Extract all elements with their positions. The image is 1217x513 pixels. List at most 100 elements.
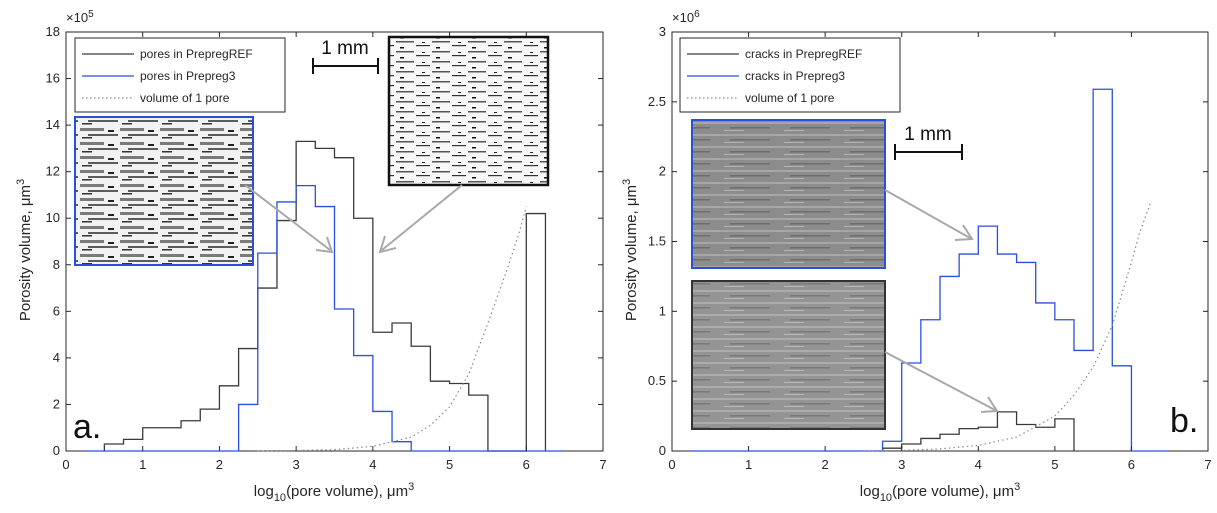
panel-b-x-axis-label: log10(pore volume), μm3 bbox=[860, 481, 1020, 504]
panel-a-arrow-1 bbox=[244, 184, 331, 251]
panel-b-series-ref-bin bbox=[1055, 419, 1074, 451]
panel-b-arrowhead-1 bbox=[954, 224, 974, 241]
panel-a-series-ref-bin bbox=[354, 218, 373, 451]
panel-b-micrograph-blue bbox=[691, 119, 886, 269]
panel-b-arrows bbox=[884, 189, 999, 413]
panel-a-y-tick-label: 10 bbox=[46, 210, 60, 225]
panel-a-legend: pores in PrepregREF pores in Prepreg3 vo… bbox=[74, 37, 286, 113]
panel-a-series-ref-bin bbox=[277, 221, 296, 451]
panel-a-x-tick-label: 3 bbox=[293, 457, 300, 472]
panel-b-ticks: 0 1 2 3 4 5 6 7 0 0.5 1 1.5 2 2.5 3 bbox=[648, 24, 1212, 472]
panel-a-series-ref-bin bbox=[200, 409, 219, 451]
panel-a-series-ref-bin bbox=[335, 158, 354, 451]
panel-b-x-tick-label: 2 bbox=[822, 457, 829, 472]
panel-a-tag: a. bbox=[73, 408, 101, 446]
panel-b-y-tick-label: 1 bbox=[659, 303, 666, 318]
panel-b-y-tick-label: 2.5 bbox=[648, 94, 666, 109]
panel-b-series-p3-bin bbox=[978, 226, 997, 451]
panel-b-x-tick-label: 0 bbox=[668, 457, 675, 472]
panel-b-y-tick-label: 2 bbox=[659, 164, 666, 179]
panel-a-series-p3-bin bbox=[392, 442, 411, 451]
panel-a-arrows bbox=[244, 184, 463, 254]
panel-b-arrow-1 bbox=[884, 189, 971, 239]
panel-b-series-p3-bin bbox=[940, 276, 959, 451]
panel-a-series-p3-bin bbox=[335, 309, 354, 451]
panel-b-legend-label-p3: cracks in Prepreg3 bbox=[745, 69, 845, 83]
panel-b-x-tick-label: 1 bbox=[745, 457, 752, 472]
panel-b-y-tick-label: 3 bbox=[659, 24, 666, 39]
panel-a-y-axis-label: Porosity volume, μm3 bbox=[15, 179, 34, 321]
panel-b-series-p3-bin bbox=[1074, 350, 1093, 451]
panel-a-series-ref-line bbox=[103, 140, 547, 452]
panel-b-x-tick-label: 5 bbox=[1051, 457, 1058, 472]
panel-a-y-multiplier: ×105 bbox=[66, 9, 94, 25]
panel-b-series-ref-bin bbox=[921, 438, 940, 451]
panel-a-y-tick-label: 16 bbox=[46, 71, 60, 86]
panel-b-series-ref-bin bbox=[978, 427, 997, 451]
panel-a-y-tick-label: 2 bbox=[53, 396, 60, 411]
panel-b-series-ref-bin bbox=[1036, 427, 1055, 451]
panel-a-series-ref-bin bbox=[392, 323, 411, 451]
panel-a-legend-box bbox=[74, 37, 286, 113]
panel-a-x-tick-label: 0 bbox=[62, 457, 69, 472]
panel-a-y-tick-label: 18 bbox=[46, 24, 60, 39]
panel-a-y-tick-label: 14 bbox=[46, 117, 60, 132]
panel-a-y-tick-label: 12 bbox=[46, 164, 60, 179]
panel-a-series-ref-bin bbox=[469, 395, 488, 451]
panel-a-series-p3-bin bbox=[239, 404, 258, 451]
panel-b-tag: b. bbox=[1170, 402, 1198, 440]
panel-a-legend-label-p3: pores in Prepreg3 bbox=[140, 69, 236, 83]
panel-b-series-p3-bin bbox=[1093, 89, 1112, 451]
panel-b-series-ref-bin bbox=[997, 412, 1016, 451]
panel-a-micrograph-black bbox=[387, 35, 550, 187]
panel-b-x-tick-label: 7 bbox=[1204, 457, 1211, 472]
panel-a-series-p3-bin bbox=[354, 356, 373, 451]
panel-b-x-tick-label: 4 bbox=[975, 457, 982, 472]
panel-a-series-ref-bin bbox=[258, 288, 277, 451]
panel-a-x-tick-label: 6 bbox=[523, 457, 530, 472]
panel-a-axes-box bbox=[65, 31, 604, 452]
panel-a-series-ref-bin bbox=[239, 349, 258, 451]
panel-b-legend-box bbox=[679, 37, 901, 113]
panel-a-legend-label-ref: pores in PrepregREF bbox=[140, 47, 253, 61]
panel-a-series-ref-bin bbox=[143, 428, 162, 451]
panel-b-y-multiplier: ×106 bbox=[672, 9, 700, 25]
panel-a-x-axis-label: log10(pore volume), μm3 bbox=[254, 481, 414, 504]
panel-b-series-p3-line bbox=[691, 88, 1170, 452]
panel-b-series-p3-bin bbox=[1112, 366, 1131, 451]
panel-b-x-tick-label: 3 bbox=[898, 457, 905, 472]
panel-a-y-tick-label: 0 bbox=[53, 443, 60, 458]
panel-b-legend-label-ref: cracks in PrepregREF bbox=[745, 47, 862, 61]
panel-a-micrograph-blue bbox=[74, 116, 254, 266]
panel-b-series-p3-bin bbox=[1017, 262, 1036, 451]
panel-a-series-ref-bin bbox=[526, 214, 545, 451]
panel-a-series-ref-bin bbox=[450, 383, 469, 451]
panel-a-series-p3-line bbox=[85, 184, 565, 452]
panel-a-series-ref-bin bbox=[296, 141, 315, 451]
panel-a-x-tick-label: 5 bbox=[446, 457, 453, 472]
panel-a-series-ref-bin bbox=[373, 332, 392, 451]
panel-b-arrow-2 bbox=[884, 351, 996, 411]
panel-a-series-ref-bin bbox=[104, 444, 123, 451]
panel-b-y-tick-label: 1.5 bbox=[648, 234, 666, 249]
panel-b-y-tick-label: 0 bbox=[659, 443, 666, 458]
panel-b-series-ref-line bbox=[881, 411, 1075, 451]
panel-a-legend-label-pore: volume of 1 pore bbox=[140, 91, 230, 105]
panel-b-scale-bar: 1 mm bbox=[894, 124, 963, 160]
panel-a-y-tick-label: 6 bbox=[53, 303, 60, 318]
panel-b-legend: cracks in PrepregREF cracks in Prepreg3 … bbox=[679, 37, 901, 113]
panel-b-series-volume-of-1-pore bbox=[863, 202, 1152, 452]
panel-b-series-p3-bin bbox=[1036, 303, 1055, 451]
panel-a-scale-bar: 1 mm bbox=[312, 38, 379, 74]
panel-a-x-tick-label: 4 bbox=[369, 457, 376, 472]
panel-b-x-tick-label: 6 bbox=[1128, 457, 1135, 472]
panel-b-series-ref-bin bbox=[959, 429, 978, 451]
panel-a-x-tick-label: 2 bbox=[216, 457, 223, 472]
panel-a-series-p3-bin bbox=[277, 202, 296, 451]
panel-b-micrograph-black bbox=[691, 280, 886, 430]
panel-b-series-p3-bin bbox=[959, 254, 978, 451]
panel-a-series-p3-bin bbox=[258, 253, 277, 451]
